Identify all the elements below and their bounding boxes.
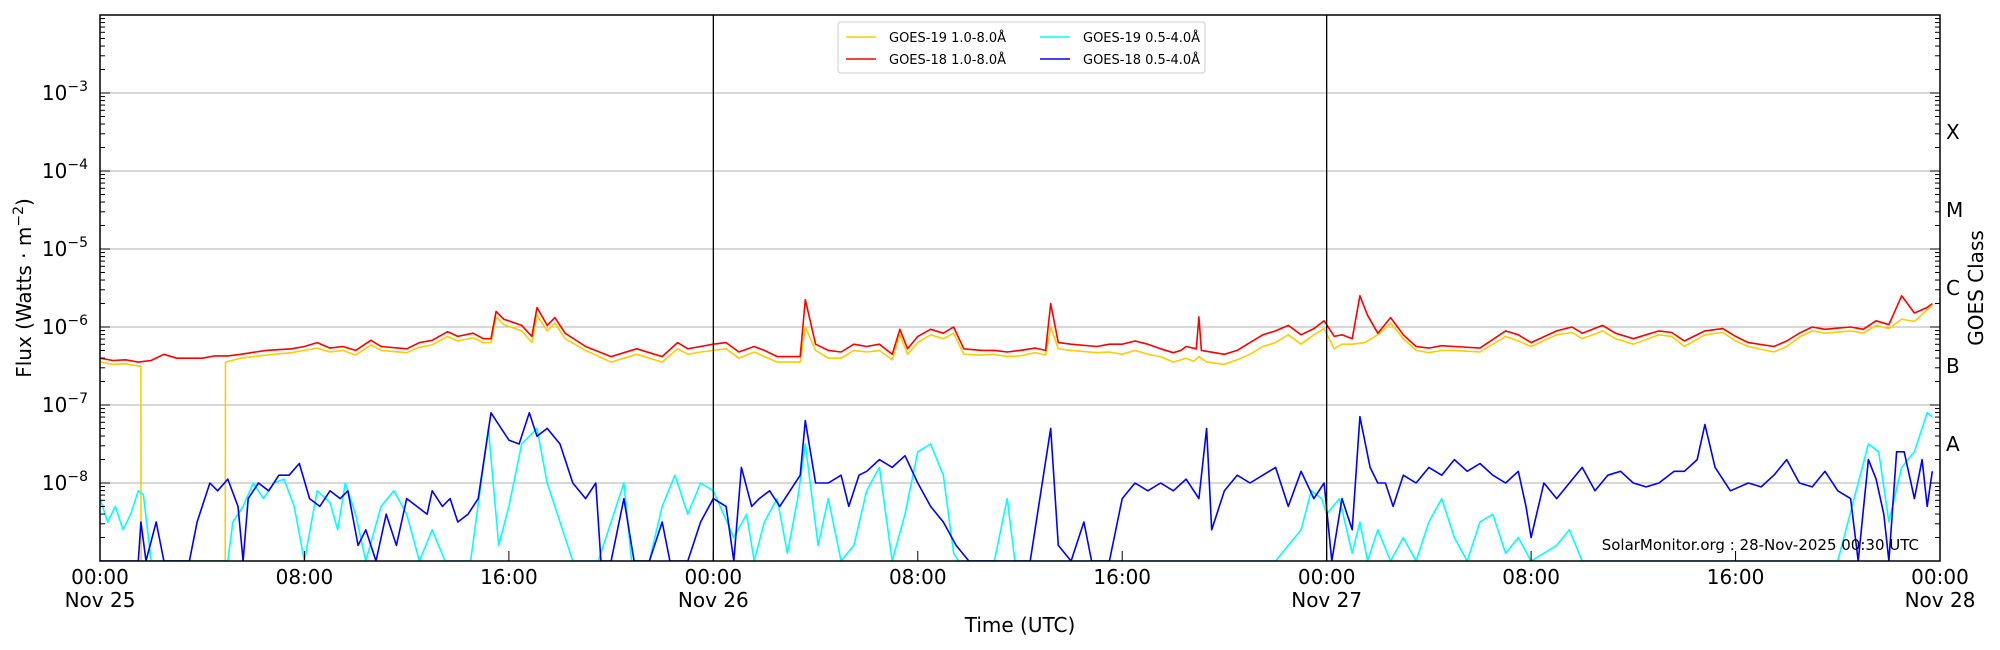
x-tick-label-time: 00:00 (685, 565, 743, 589)
x-tick-label-time: 16:00 (480, 565, 538, 589)
x-tick-label-date: Nov 26 (678, 588, 749, 612)
gridlines (100, 92, 1940, 484)
x-tick-label-time: 16:00 (1707, 565, 1765, 589)
legend-label: GOES-19 0.5-4.0Å (1083, 30, 1200, 46)
goes-class-label: A (1946, 432, 1960, 456)
x-tick-label-date: Nov 25 (65, 588, 136, 612)
x-tick-label-time: 16:00 (1093, 565, 1151, 589)
x-tick-label-time: 08:00 (1502, 565, 1560, 589)
series-line (100, 411, 1934, 561)
x-tick-label-time: 00:00 (1298, 565, 1356, 589)
y-tick-label: 10−3 (42, 79, 88, 105)
legend-label: GOES-18 0.5-4.0Å (1083, 52, 1200, 68)
axis-ticks (99, 18, 1941, 562)
x-axis-title: Time (UTC) (964, 613, 1076, 637)
y-tick-labels: 10−3 10−4 10−5 10−6 10−7 10−8 (42, 79, 88, 495)
plot-area (100, 15, 1934, 561)
day-boundary-lines (712, 15, 1328, 561)
data-series (100, 294, 1934, 561)
goes-class-label: B (1946, 354, 1960, 378)
goes-class-label: C (1946, 276, 1960, 300)
x-tick-label-time: 08:00 (889, 565, 947, 589)
series-line (100, 305, 1933, 561)
axes-frame (99, 14, 1941, 562)
goes-class-label: M (1946, 198, 1963, 222)
y-tick-label: 10−7 (42, 391, 88, 417)
legend-label: GOES-18 1.0-8.0Å (889, 52, 1006, 68)
y-axis-title: Flux (Watts · m−2) (11, 198, 36, 378)
legend: GOES-19 1.0-8.0Å GOES-19 0.5-4.0Å GOES-18 … (837, 21, 1206, 74)
x-tick-label-date: Nov 28 (1905, 588, 1976, 612)
x-tick-label-time: 08:00 (276, 565, 334, 589)
series-line (100, 294, 1933, 363)
y-axis-right-title: GOES Class (1964, 230, 1988, 346)
y-tick-label: 10−6 (42, 313, 88, 339)
watermark-annotation: SolarMonitor.org : 28-Nov-2025 00:30 UTC (1602, 536, 1919, 554)
y-tick-label: 10−5 (42, 235, 88, 261)
x-tick-label-time: 00:00 (71, 565, 129, 589)
goes-class-labels: X M C B A (1946, 120, 1963, 456)
legend-label: GOES-19 1.0-8.0Å (889, 30, 1006, 46)
x-tick-label-date: Nov 27 (1291, 588, 1362, 612)
y-tick-label: 10−4 (42, 157, 88, 183)
x-tick-label-time: 00:00 (1911, 565, 1969, 589)
goes-class-label: X (1946, 120, 1960, 144)
legend-box (837, 21, 1206, 74)
y-tick-label: 10−8 (42, 469, 88, 495)
